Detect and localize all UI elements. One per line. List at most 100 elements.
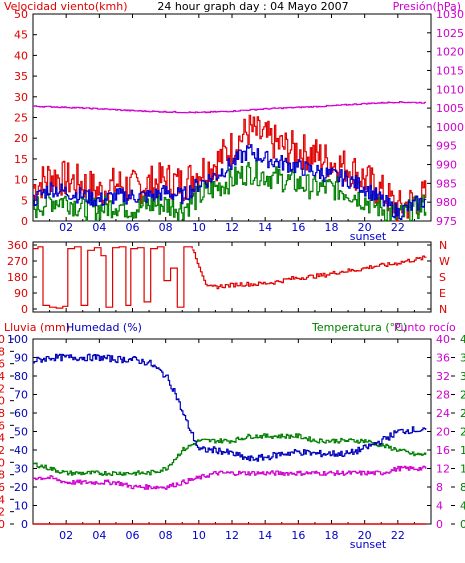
x-tick-label: 16 [291, 529, 305, 542]
direction-degree-ticks: 0 90 180 270 360 [7, 239, 37, 316]
wind-pressure-panel: Velocidad viento(kmh) 24 hour graph day … [4, 0, 464, 243]
y-tick-label: 20 [436, 426, 450, 439]
y-tick-label: 8 [436, 481, 443, 494]
y-tick-label: 50 [14, 426, 28, 439]
y-tick-label: 0 [21, 215, 28, 228]
y-tick-label: 20 [0, 395, 5, 408]
rain-axis-title: Lluvia (mm) [4, 321, 70, 334]
y-tick-label: 4 [0, 493, 5, 506]
y-tick-label: 1000 [436, 121, 464, 134]
x-tick-label: 10 [192, 221, 206, 234]
y-tick-label: 32 [460, 370, 465, 383]
dew-point-y-ticks: 0 4 8 12 16 20 24 28 32 36 40 [427, 333, 450, 531]
y-tick-label: 18 [0, 407, 5, 420]
y-tick-label: 40 [14, 444, 28, 457]
x-tick-label: 02 [59, 221, 73, 234]
pressure-line [33, 101, 426, 114]
y-tick-label: 6 [0, 481, 5, 494]
y-tick-label: 15 [14, 153, 28, 166]
wind-average-line [33, 144, 427, 220]
y-tick-label: 28 [460, 389, 465, 402]
compass-tick-label: W [439, 255, 450, 268]
y-tick-label: 16 [0, 419, 5, 432]
x-tick-label: 06 [126, 221, 140, 234]
x-tick-label: 06 [126, 529, 140, 542]
compass-tick-label: N [439, 303, 447, 316]
y-tick-label: 180 [7, 271, 28, 284]
y-tick-label: 28 [0, 345, 5, 358]
temperature-axis-title: Temperatura (°C) [311, 321, 407, 334]
sunset-label-bottom: sunset [350, 538, 387, 551]
rain-y-ticks: 024681012141618202224262830 [0, 333, 14, 531]
y-tick-label: 360 [7, 239, 28, 252]
y-tick-label: 30 [14, 463, 28, 476]
y-tick-label: 4 [460, 500, 465, 513]
y-tick-label: 24 [460, 407, 465, 420]
temperature-line [33, 433, 427, 476]
y-tick-label: 30 [14, 91, 28, 104]
wind-x-ticks: 02 04 06 08 10 12 14 16 18 20 22 [49, 14, 415, 234]
y-tick-label: 16 [460, 444, 465, 457]
compass-tick-label: S [439, 271, 446, 284]
humidity-y-ticks: 0 10 20 30 40 50 60 70 80 90 100 [7, 333, 37, 531]
y-tick-label: 990 [436, 159, 457, 172]
wind-speed-axis-title: Velocidad viento(kmh) [4, 0, 128, 13]
y-tick-label: 40 [14, 49, 28, 62]
y-tick-label: 12 [0, 444, 5, 457]
y-tick-label: 70 [14, 389, 28, 402]
y-tick-label: 22 [0, 382, 5, 395]
y-tick-label: 45 [14, 29, 28, 42]
y-tick-label: 1020 [436, 46, 464, 59]
y-tick-label: 25 [14, 112, 28, 125]
y-tick-label: 0 [436, 518, 443, 531]
y-tick-label: 975 [436, 215, 457, 228]
y-tick-label: 20 [14, 132, 28, 145]
dew-point-line [33, 465, 427, 490]
y-tick-label: 1015 [436, 64, 464, 77]
y-tick-label: 985 [436, 177, 457, 190]
y-tick-label: 12 [460, 463, 465, 476]
y-tick-label: 40 [436, 333, 450, 346]
y-tick-label: 980 [436, 196, 457, 209]
y-tick-label: 12 [436, 463, 450, 476]
humidity-series [33, 353, 427, 525]
x-tick-label: 16 [291, 221, 305, 234]
compass-tick-label: E [439, 287, 446, 300]
wind-low-line [33, 160, 427, 222]
wind-direction-line-morning [33, 246, 193, 309]
y-tick-label: 2 [0, 506, 5, 519]
y-tick-label: 26 [0, 358, 5, 371]
y-tick-label: 28 [436, 389, 450, 402]
y-tick-label: 1030 [436, 8, 464, 21]
x-tick-label: 12 [225, 529, 239, 542]
y-tick-label: 1010 [436, 83, 464, 96]
y-tick-label: 14 [0, 432, 5, 445]
temperature-y-ticks: 0 4 8 12 16 20 24 28 32 36 40 [451, 333, 465, 531]
y-tick-label: 24 [436, 407, 450, 420]
y-tick-label: 0 [0, 518, 5, 531]
wind-series [33, 101, 427, 222]
y-tick-label: 995 [436, 140, 457, 153]
y-tick-label: 30 [0, 333, 5, 346]
y-tick-label: 80 [14, 370, 28, 383]
y-tick-label: 24 [0, 370, 5, 383]
x-tick-label: 14 [258, 529, 272, 542]
y-tick-label: 20 [14, 481, 28, 494]
humidity-temperature-panel: Lluvia (mm) Humedad (%) Temperatura (°C)… [0, 321, 465, 551]
y-tick-label: 5 [21, 194, 28, 207]
direction-series [33, 246, 427, 309]
compass-tick-label: N [439, 239, 447, 252]
y-tick-label: 1025 [436, 27, 464, 40]
wind-direction-line-afternoon [192, 249, 427, 290]
y-tick-label: 36 [460, 352, 465, 365]
y-tick-label: 90 [14, 352, 28, 365]
y-tick-label: 10 [14, 500, 28, 513]
pressure-axis-title: Presión(hPa) [393, 0, 461, 13]
y-tick-label: 40 [460, 333, 465, 346]
y-tick-label: 50 [14, 8, 28, 21]
y-tick-label: 4 [436, 500, 443, 513]
y-tick-label: 10 [14, 174, 28, 187]
